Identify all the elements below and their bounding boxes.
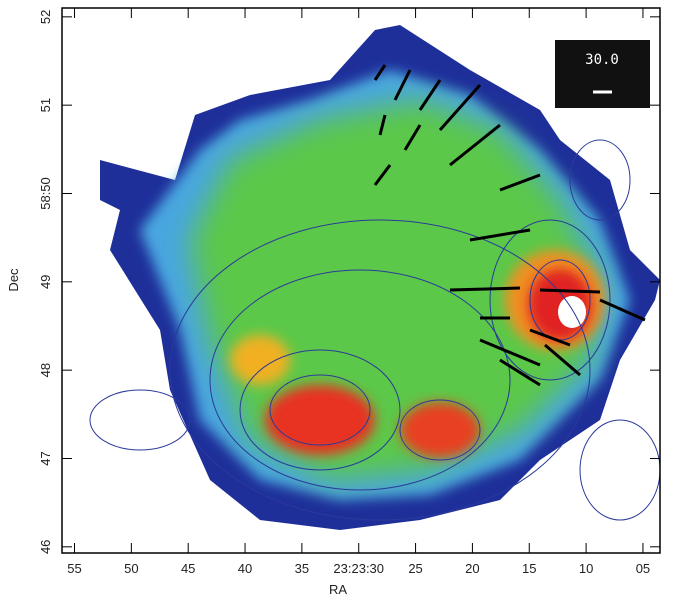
x-tick-label: 50 bbox=[124, 561, 138, 576]
x-tick-label: 20 bbox=[465, 561, 479, 576]
x-tick-label: 23:23:30 bbox=[333, 561, 384, 576]
x-tick-label: 25 bbox=[408, 561, 422, 576]
x-tick-label: 40 bbox=[238, 561, 252, 576]
y-tick-label: 52 bbox=[38, 10, 53, 24]
y-tick-label: 47 bbox=[38, 451, 53, 465]
hotspot bbox=[230, 335, 290, 385]
y-tick-label: 48 bbox=[38, 363, 53, 377]
scale-box bbox=[555, 40, 650, 108]
x-tick-label: 10 bbox=[579, 561, 593, 576]
x-tick-label: 35 bbox=[295, 561, 309, 576]
scale-label: 30.0 bbox=[585, 52, 619, 68]
x-axis-label: RA bbox=[329, 582, 347, 597]
y-axis-label: Dec bbox=[6, 268, 21, 292]
y-tick-label: 46 bbox=[38, 540, 53, 554]
x-tick-label: 15 bbox=[522, 561, 536, 576]
y-tick-label: 58:50 bbox=[38, 177, 53, 210]
y-tick-label: 51 bbox=[38, 98, 53, 112]
x-tick-label: 55 bbox=[67, 561, 81, 576]
x-tick-label: 45 bbox=[181, 561, 195, 576]
y-tick-label: 49 bbox=[38, 275, 53, 289]
hotspot bbox=[400, 402, 480, 458]
chart: 30.0 RA Dec 55 50 45 40 35 23:23:30 25 20 15 10 05… bbox=[0, 0, 677, 599]
peak bbox=[558, 296, 586, 328]
x-tick-label: 05 bbox=[636, 561, 650, 576]
